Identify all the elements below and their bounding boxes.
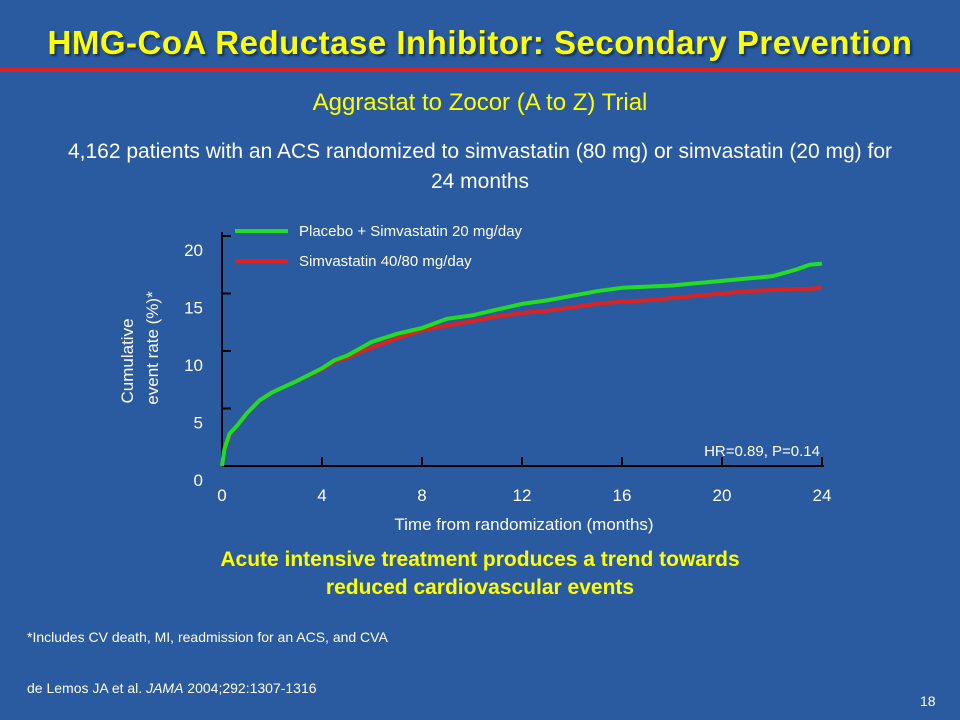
chart-series xyxy=(220,261,823,467)
x-tick-label: 4 xyxy=(317,486,326,505)
citation-journal: JAMA xyxy=(146,680,184,696)
slide-title: HMG-CoA Reductase Inhibitor: Secondary P… xyxy=(47,24,913,61)
footnote: *Includes CV death, MI, readmission for … xyxy=(27,629,388,645)
takeaway-line-2: reduced cardiovascular events xyxy=(325,576,635,599)
y-tick-label: 10 xyxy=(184,356,203,375)
x-tick-label: 12 xyxy=(513,486,532,505)
y-tick-label: 0 xyxy=(194,471,203,490)
takeaway-line-1: Acute intensive treatment produces a tre… xyxy=(220,548,740,571)
title-divider xyxy=(0,68,960,72)
x-axis-label: Time from randomization (months) xyxy=(394,515,653,534)
slide-subtitle: Aggrastat to Zocor (A to Z) Trial xyxy=(312,89,648,116)
x-tick-label: 0 xyxy=(217,486,226,505)
chart-legend: Placebo + Simvastatin 20 mg/day Simvastat… xyxy=(235,223,523,270)
y-tick-label: 20 xyxy=(184,241,203,260)
legend-label: Placebo + Simvastatin 20 mg/day xyxy=(299,223,523,240)
x-tick-label: 16 xyxy=(613,486,632,505)
x-tick-label: 24 xyxy=(813,486,832,505)
chart-ticks: 0 4 8 12 16 20 24 0 5 10 15 20 xyxy=(184,235,832,505)
x-tick-label: 20 xyxy=(713,486,732,505)
citation: de Lemos JA et al. JAMA 2004;292:1307-13… xyxy=(27,680,317,696)
placebo-series-line xyxy=(220,261,823,467)
slide-number: 18 xyxy=(920,693,936,709)
y-axis-label-line1: Cumulative xyxy=(118,318,137,403)
high-dose-series-line xyxy=(220,285,823,467)
y-axis-label-line2: event rate (%)* xyxy=(143,291,162,405)
hazard-ratio-annotation: HR=0.89, P=0.14 xyxy=(704,443,820,460)
legend-label: Simvastatin 40/80 mg/day xyxy=(299,253,472,270)
citation-details: 2004;292:1307-1316 xyxy=(183,680,317,696)
trial-description: 4,162 patients with an ACS randomized to… xyxy=(67,140,893,193)
takeaway-message: Acute intensive treatment produces a tre… xyxy=(0,546,960,602)
citation-authors: de Lemos JA et al. xyxy=(27,680,147,696)
y-tick-label: 5 xyxy=(194,414,203,433)
x-tick-label: 8 xyxy=(417,486,426,505)
y-tick-label: 15 xyxy=(184,299,203,318)
